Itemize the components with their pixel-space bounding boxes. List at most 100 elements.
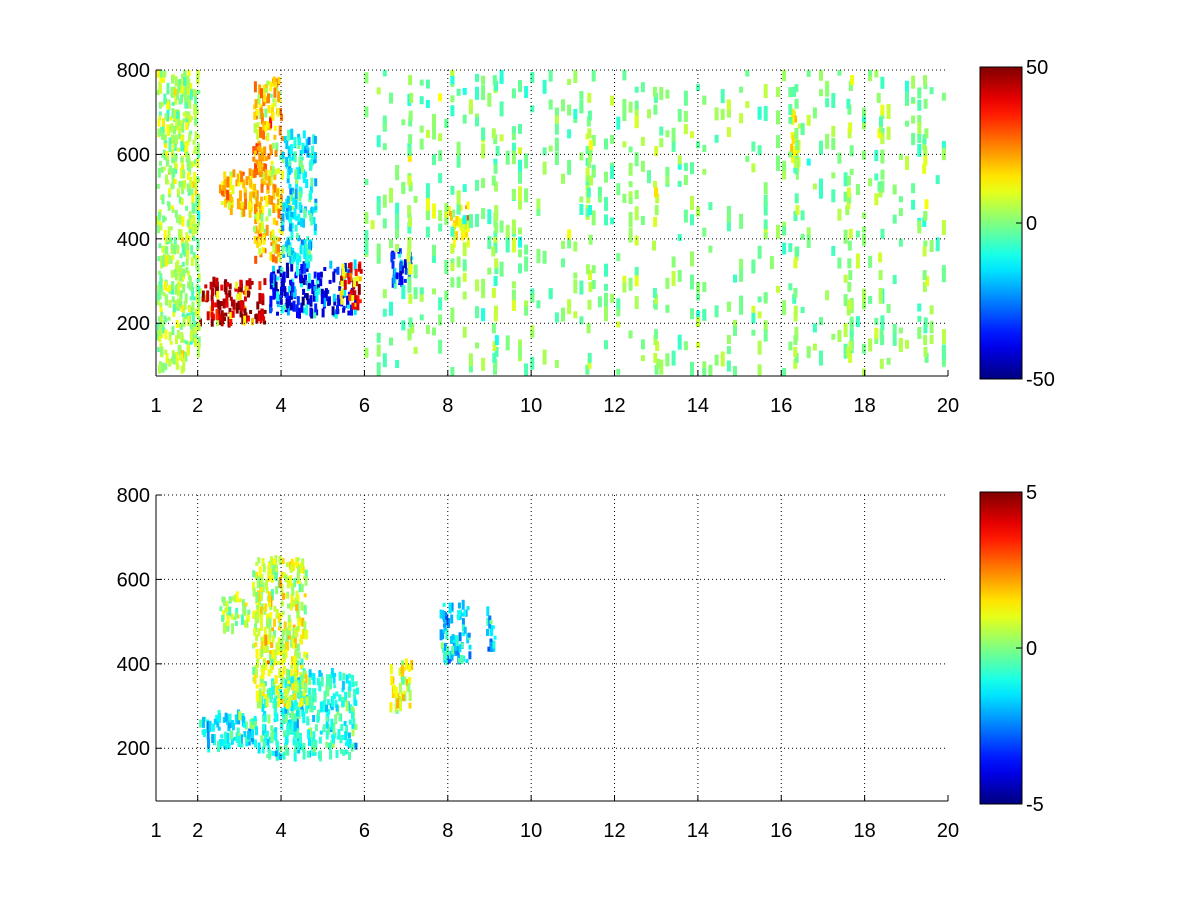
heatmap-cell xyxy=(264,125,268,132)
heatmap-cell xyxy=(272,681,275,688)
heatmap-cell xyxy=(263,146,267,156)
heatmap-cell xyxy=(628,277,633,291)
heatmap-cell xyxy=(306,236,310,242)
heatmap-cell xyxy=(499,220,504,233)
heatmap-cell xyxy=(164,349,168,355)
heatmap-cell xyxy=(659,87,664,100)
heatmap-cell xyxy=(171,154,175,164)
heatmap-cell xyxy=(270,160,274,165)
heatmap-cell xyxy=(291,187,294,194)
heatmap-cell xyxy=(298,702,302,708)
heatmap-cell xyxy=(291,656,294,662)
heatmap-cell xyxy=(270,642,274,648)
heatmap-cell xyxy=(468,214,473,229)
heatmap-cell xyxy=(290,724,294,735)
heatmap-cell xyxy=(395,223,400,239)
heatmap-cell xyxy=(297,137,301,146)
heatmap-cell xyxy=(567,104,572,116)
heatmap-cell xyxy=(358,299,362,304)
heatmap-cell xyxy=(350,304,353,316)
heatmap-cell xyxy=(290,675,294,684)
heatmap-cell xyxy=(259,683,263,688)
heatmap-cell xyxy=(511,142,516,151)
heatmap-cell xyxy=(272,217,276,225)
heatmap-cell xyxy=(917,143,922,157)
heatmap-cell xyxy=(524,300,529,307)
heatmap-cell xyxy=(275,586,279,595)
heatmap-cell xyxy=(330,718,334,730)
heatmap-cell xyxy=(573,241,578,252)
heatmap-cell xyxy=(208,720,212,732)
heatmap-cell xyxy=(394,686,398,697)
heatmap-cell xyxy=(340,748,343,754)
heatmap-cell xyxy=(259,253,263,258)
heatmap-cell xyxy=(258,236,262,247)
heatmap-cell xyxy=(165,151,169,157)
heatmap-cell xyxy=(407,236,412,249)
heatmap-cell xyxy=(441,611,445,620)
x-tick-label: 2 xyxy=(192,820,203,842)
heatmap-cell xyxy=(161,153,165,158)
heatmap-cell xyxy=(285,212,289,220)
heatmap-cell xyxy=(241,599,245,607)
heatmap-cell xyxy=(726,127,731,138)
heatmap-cell xyxy=(763,232,768,240)
heatmap-cell xyxy=(309,307,313,317)
heatmap-cell xyxy=(524,153,529,169)
heatmap-cell xyxy=(690,274,694,290)
heatmap-cell xyxy=(156,183,160,189)
heatmap-cell xyxy=(941,349,946,356)
heatmap-cell xyxy=(450,185,455,195)
heatmap-cell xyxy=(325,716,329,722)
heatmap-cell xyxy=(589,175,594,186)
heatmap-cell xyxy=(298,679,302,689)
heatmap-cell xyxy=(634,296,639,310)
heatmap-cell xyxy=(240,201,244,209)
heatmap-cell xyxy=(182,118,186,123)
heatmap-cell xyxy=(588,281,593,292)
heatmap-cell xyxy=(579,204,584,215)
heatmap-cell xyxy=(329,749,333,760)
heatmap-cell xyxy=(300,584,304,593)
heatmap-cell xyxy=(254,314,258,320)
heatmap-cell xyxy=(922,140,927,151)
heatmap-cell xyxy=(317,287,321,295)
heatmap-cell xyxy=(451,634,455,641)
heatmap-cell xyxy=(567,159,572,175)
heatmap-cell xyxy=(241,314,245,325)
heatmap-cell xyxy=(231,185,235,195)
heatmap-cell xyxy=(189,306,193,316)
heatmap-cell xyxy=(475,86,479,100)
heatmap-cell xyxy=(917,327,922,339)
heatmap-cell xyxy=(161,256,165,268)
y-tick-label: 200 xyxy=(117,313,150,335)
heatmap-cell xyxy=(292,693,296,700)
heatmap-cell xyxy=(289,188,293,195)
heatmap-cell xyxy=(880,149,885,164)
heatmap-cell xyxy=(245,176,249,186)
heatmap-cell xyxy=(819,70,823,81)
heatmap-cell xyxy=(355,275,359,286)
heatmap-cell xyxy=(622,70,627,81)
heatmap-cell xyxy=(291,683,294,691)
heatmap-cell xyxy=(283,303,287,310)
heatmap-cell xyxy=(268,591,271,603)
heatmap-cell xyxy=(196,79,200,85)
heatmap-cell xyxy=(297,565,301,577)
heatmap-cell xyxy=(319,750,322,762)
heatmap-cell xyxy=(173,237,177,245)
heatmap-cell xyxy=(280,305,284,314)
heatmap-cell xyxy=(187,78,191,89)
heatmap-cell xyxy=(206,311,210,321)
heatmap-cell xyxy=(481,308,486,322)
heatmap-cell xyxy=(293,661,297,672)
heatmap-cell xyxy=(251,318,254,326)
heatmap-cell xyxy=(886,304,891,313)
heatmap-cell xyxy=(295,604,299,611)
heatmap-cell xyxy=(179,296,183,304)
heatmap-cell xyxy=(170,249,174,254)
heatmap-cell xyxy=(287,603,290,609)
x-tick-label: 6 xyxy=(359,395,370,417)
heatmap-cell xyxy=(254,623,257,633)
heatmap-cell xyxy=(189,296,193,301)
